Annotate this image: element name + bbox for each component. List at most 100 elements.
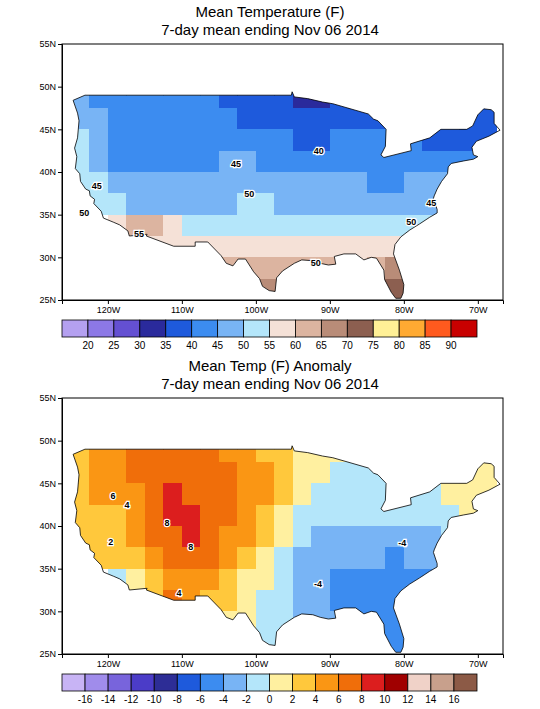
grid-cell	[274, 193, 293, 215]
map-panel: Mean Temperature (F)7-day mean ending No…	[39, 3, 503, 351]
grid-cell	[348, 611, 367, 633]
subtitle: 7-day mean ending Nov 06 2014	[161, 375, 379, 392]
grid-cell	[274, 87, 293, 109]
grid-cell	[256, 279, 275, 300]
colorbar-label: 6	[336, 694, 342, 705]
grid-cell	[182, 215, 201, 237]
grid-cell	[108, 151, 127, 173]
colorbar-box	[192, 320, 218, 337]
grid-cell	[330, 257, 349, 279]
grid-cell	[145, 483, 164, 505]
grid-cell	[126, 547, 145, 569]
grid-cell	[89, 151, 108, 173]
grid-cell	[237, 108, 256, 130]
country-outline	[73, 446, 500, 653]
grid-cell	[274, 611, 293, 633]
grid-cell	[200, 462, 219, 484]
colorbar-box	[108, 674, 131, 691]
grid-cell	[330, 547, 349, 569]
grid-cell	[182, 483, 201, 505]
y-axis: 25N30N35N40N45N50N55N	[39, 393, 62, 659]
colorbar-box	[85, 674, 108, 691]
colorbar-label: 2	[290, 694, 296, 705]
grid-cell	[311, 87, 330, 109]
contour-label: 45	[231, 159, 241, 169]
colorbar-label: 20	[82, 340, 94, 351]
colorbar-label: 35	[160, 340, 172, 351]
grid-cell	[422, 172, 441, 194]
grid-cell	[404, 483, 423, 505]
tick: 90W	[321, 654, 340, 669]
grid-cell	[89, 505, 108, 527]
colorbar-label: -14	[101, 694, 116, 705]
tick: 50N	[39, 436, 62, 446]
grid-cell	[404, 151, 423, 173]
colorbar-box	[295, 320, 321, 337]
grid-cell	[163, 129, 182, 151]
grid-cell	[348, 547, 367, 569]
grid-cell	[459, 129, 478, 151]
grid-cell	[441, 172, 460, 194]
tick: 25N	[39, 295, 62, 305]
grid-cell	[219, 215, 238, 237]
grid-cell	[274, 108, 293, 130]
colorbar-label: 45	[212, 340, 224, 351]
grid-cell	[145, 505, 164, 527]
tick-mark	[108, 654, 109, 658]
grid-cell	[126, 129, 145, 151]
grid-cell	[108, 441, 127, 463]
grid-cell	[89, 441, 108, 463]
colorbar-label: 85	[420, 340, 432, 351]
grid-cell	[237, 462, 256, 484]
grid-cell	[200, 151, 219, 173]
grid-cell	[256, 193, 275, 215]
grid-cell	[311, 215, 330, 237]
tick-mark	[58, 441, 62, 442]
colorbar-box	[88, 320, 114, 337]
grid-cell	[274, 279, 293, 300]
grid-cell	[404, 172, 423, 194]
tick-label: 100W	[245, 305, 269, 315]
grid-cell	[422, 151, 441, 173]
tick-label: 70W	[469, 659, 488, 669]
grid-cell	[145, 569, 164, 591]
tick: 45N	[39, 479, 62, 489]
grid-cell	[348, 590, 367, 612]
grid-cell	[237, 505, 256, 527]
grid-cell	[182, 129, 201, 151]
grid-cell	[219, 547, 238, 569]
tick: 100W	[245, 654, 269, 669]
colorbar-box	[399, 320, 425, 337]
plot-area	[71, 441, 500, 654]
x-axis: 120W110W100W90W80W70W	[63, 654, 504, 669]
grid-cell	[367, 193, 386, 215]
grid-cell	[367, 526, 386, 548]
colorbar-box	[244, 320, 270, 337]
grid-cell	[367, 547, 386, 569]
colorbar-box	[385, 674, 408, 691]
grid-cell	[219, 611, 238, 633]
tick-label: 110W	[171, 305, 194, 315]
contour-label: 45	[426, 198, 436, 208]
tick: 100W	[245, 300, 269, 315]
colorbar-box	[316, 674, 339, 691]
grid-cell	[163, 441, 182, 463]
grid-cell	[219, 526, 238, 548]
tick: 30N	[39, 607, 62, 617]
tick-mark	[58, 300, 62, 301]
grid-cell	[126, 462, 145, 484]
grid-cell	[330, 590, 349, 612]
grid-cell	[274, 257, 293, 279]
grid-cell	[385, 129, 404, 151]
colorbar-label: 4	[313, 694, 319, 705]
grid-cell	[441, 505, 460, 527]
colorbar-box	[454, 674, 477, 691]
grid-cell	[311, 611, 330, 633]
colorbar-box	[223, 674, 246, 691]
grid-cell	[163, 547, 182, 569]
grid-cell	[293, 462, 312, 484]
contour-label: 4	[125, 500, 130, 510]
grid-cell	[441, 526, 460, 548]
grid-cell	[89, 87, 108, 109]
grid-cell	[89, 483, 108, 505]
